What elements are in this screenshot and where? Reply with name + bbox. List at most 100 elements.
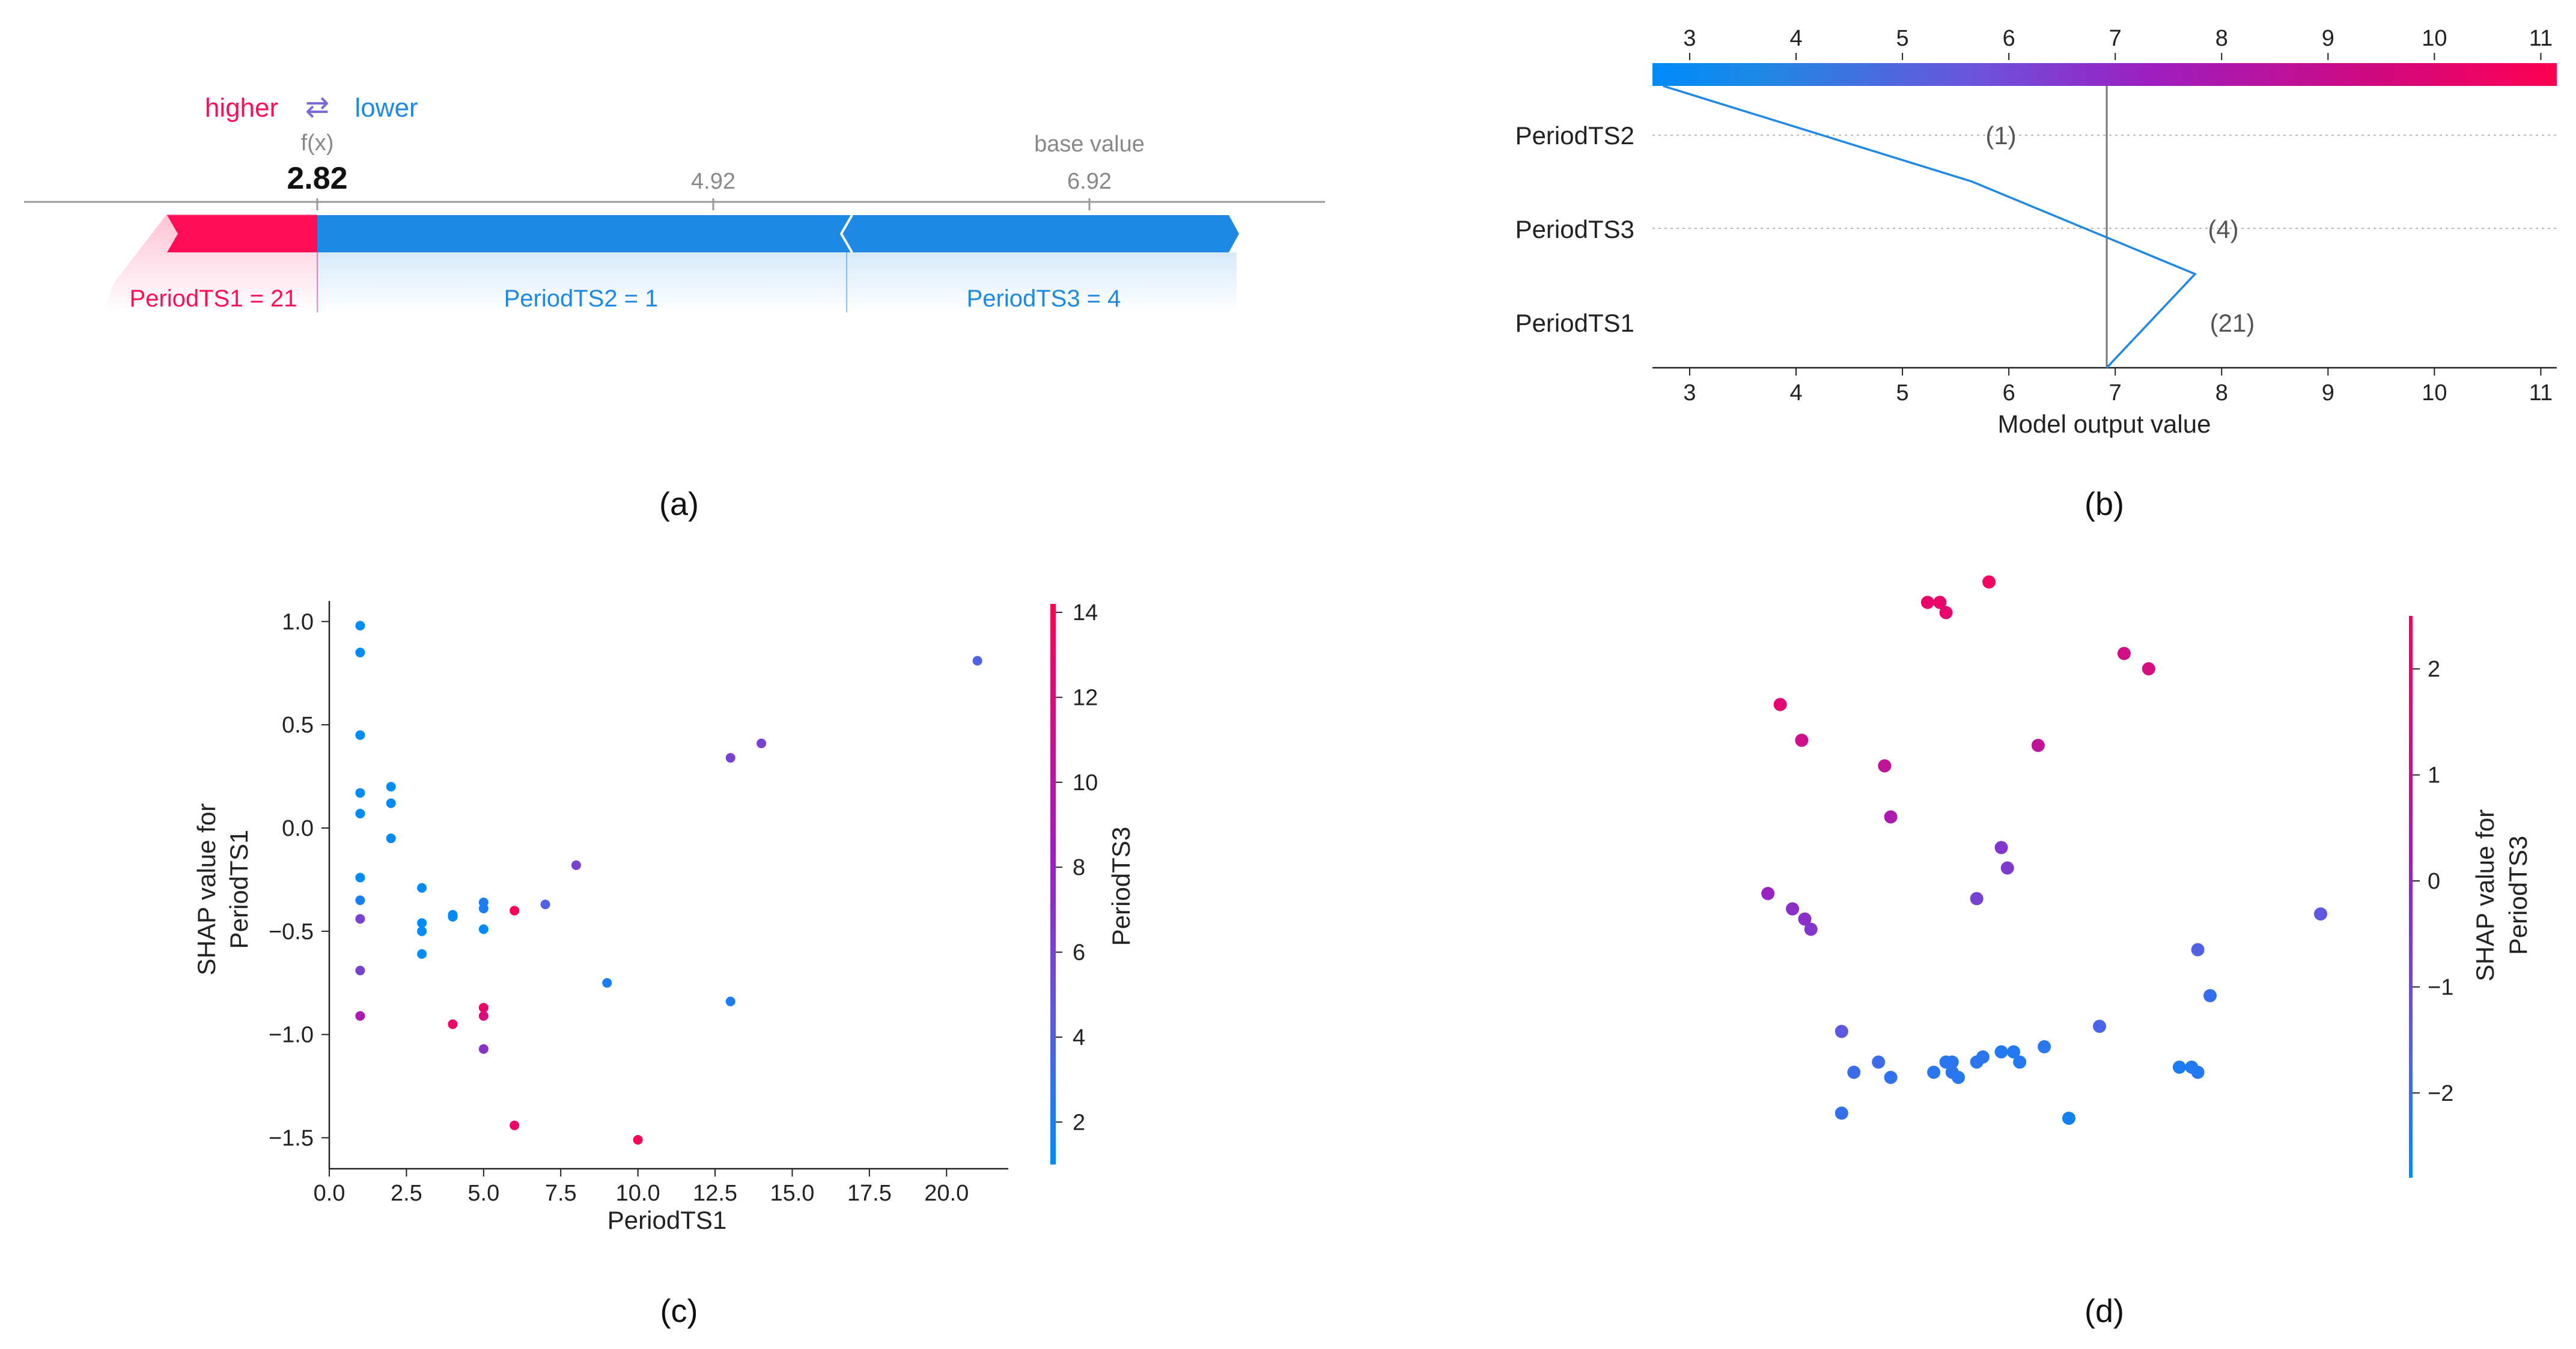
scatter-c-colorbar-tick-label: 6 [1073, 940, 1085, 966]
decision-top-tick-label: 8 [2215, 26, 2228, 51]
scatter-c-y-tick-label: −0.5 [269, 919, 314, 945]
decision-value-label: (1) [1985, 121, 2016, 150]
scatter-c-point [355, 895, 365, 906]
scatter-c-x-tick-label: 0.0 [314, 1181, 346, 1206]
caption-b: (b) [2084, 486, 2124, 522]
scatter-c-point [602, 978, 612, 988]
fx-value: 2.82 [287, 161, 347, 196]
scatter-d-point [1939, 606, 1953, 620]
scatter-d-point [1786, 902, 1800, 916]
panel-a: higher ⇄ lower f(x) 2.82 4.92 base value… [24, 91, 1325, 312]
scatter-c-point [633, 1134, 643, 1145]
scatter-c-x-tick-label: 2.5 [391, 1181, 422, 1206]
scatter-c-point [355, 647, 365, 657]
scatter-d-colorbar-label-line1: SHAP value for [2471, 809, 2499, 981]
scatter-d-colorbar-tick-label: 2 [2428, 657, 2440, 682]
scatter-d-colorbar-tick-label: 1 [2428, 763, 2440, 788]
caption-a: (a) [659, 486, 699, 522]
decision-top-tick-label: 6 [2003, 26, 2015, 51]
decision-top-tick-label: 10 [2422, 26, 2447, 51]
panel-b: PeriodTS2 PeriodTS3 PeriodTS1 (1) (4) (2… [1515, 26, 2557, 438]
scatter-c-point [478, 1011, 489, 1021]
scatter-d-colorbar-tick-label: −1 [2428, 975, 2453, 1000]
scatter-d-point [1804, 922, 1818, 936]
decision-colorbar [1652, 63, 2557, 86]
scatter-d-point [1884, 1071, 1898, 1084]
decision-bottom-tick-label: 9 [2322, 380, 2334, 406]
decision-feature-label: PeriodTS1 [1515, 309, 1634, 337]
decision-bottom-tick-label: 6 [2003, 380, 2015, 406]
scatter-d-point [1872, 1055, 1886, 1069]
feature-label-periodts2: PeriodTS2 = 1 [504, 285, 659, 312]
scatter-d-point [2191, 943, 2205, 957]
scatter-c-point [355, 621, 365, 631]
force-separator [839, 214, 853, 254]
scatter-c-colorbar-tick-label: 12 [1073, 686, 1098, 711]
scatter-d-point [1835, 1106, 1848, 1120]
panel-d: SHAP value for PeriodTS3 2 1 0 −1 −2 [1761, 575, 2532, 1178]
decision-bottom-tick-label: 11 [2529, 380, 2553, 406]
scatter-c-point [355, 730, 365, 740]
scatter-c-colorbar-label: PeriodTS3 [1107, 827, 1135, 946]
scatter-d-point [1798, 912, 1812, 926]
scatter-c-point [478, 1044, 489, 1054]
scatter-c-point [478, 924, 489, 934]
scatter-c-point [355, 872, 365, 883]
scatter-c-y-label-line1: SHAP value for [192, 803, 221, 975]
scatter-c-x-tick-label: 10.0 [616, 1181, 660, 1206]
decision-top-tick-label: 7 [2109, 26, 2122, 51]
feature-label-periodts1: PeriodTS1 = 21 [129, 285, 297, 312]
decision-value-label: (21) [2210, 309, 2255, 337]
scatter-c-colorbar-tick-label: 4 [1073, 1025, 1085, 1050]
scatter-c-x-tick-label: 20.0 [924, 1181, 969, 1206]
scatter-d-point [2038, 1040, 2051, 1053]
decision-feature-label: PeriodTS2 [1515, 121, 1634, 150]
scatter-d-colorbar [2409, 616, 2413, 1178]
scatter-c-point [355, 914, 365, 924]
scatter-d-point [1982, 575, 1996, 589]
scatter-c-point [448, 912, 458, 922]
caption-c: (c) [660, 1293, 698, 1329]
legend-higher: higher [205, 93, 278, 123]
scatter-c-point [725, 753, 735, 763]
scatter-c-point [355, 1011, 365, 1021]
force-bar-periodts1 [167, 215, 317, 252]
scatter-c-colorbar [1050, 604, 1056, 1165]
panel-c: PeriodTS1 SHAP value for PeriodTS1 Perio… [192, 600, 1135, 1234]
decision-bottom-tick-label: 8 [2215, 380, 2228, 406]
scatter-c-point [386, 833, 396, 844]
scatter-c-point [972, 656, 982, 666]
scatter-d-point [2007, 1045, 2020, 1059]
base-value-label: base value [1034, 132, 1145, 157]
scatter-d-point [1994, 841, 2008, 854]
scatter-c-point [417, 949, 427, 959]
scatter-d-point [1773, 698, 1787, 711]
feature-label-periodts3: PeriodTS3 = 4 [967, 285, 1121, 312]
scatter-c-x-tick-label: 12.5 [693, 1181, 737, 1206]
scatter-d-point [2093, 1020, 2107, 1033]
scatter-c-x-tick-label: 7.5 [545, 1181, 577, 1206]
scatter-c-point [417, 883, 427, 893]
scatter-c-y-tick-label: −1.0 [269, 1023, 314, 1048]
scatter-c-point [571, 860, 581, 870]
scatter-d-point [1994, 1045, 2008, 1059]
decision-value-label: (4) [2208, 215, 2238, 243]
scatter-d-point [1835, 1025, 1848, 1038]
decision-path-line [1663, 85, 2197, 369]
scatter-c-colorbar-tick-label: 10 [1073, 770, 1098, 796]
mid-tick-label: 4.92 [691, 169, 735, 194]
scatter-c-point [355, 966, 365, 976]
scatter-d-point [1945, 1055, 1959, 1069]
scatter-c-colorbar-tick-label: 2 [1073, 1110, 1085, 1135]
scatter-c-point [355, 808, 365, 818]
scatter-d-point [2062, 1112, 2075, 1125]
scatter-c-x-tick-label: 15.0 [770, 1181, 814, 1206]
legend-arrows-icon: ⇄ [305, 91, 329, 123]
decision-bottom-tick-label: 5 [1896, 380, 1909, 406]
decision-top-tick-label: 11 [2529, 26, 2553, 51]
decision-bottom-tick-label: 4 [1789, 380, 1802, 406]
scatter-c-y-label-line2: PeriodTS1 [225, 830, 253, 949]
scatter-d-point [2117, 647, 2131, 660]
scatter-d-colorbar-label-line2: PeriodTS3 [2504, 836, 2532, 955]
